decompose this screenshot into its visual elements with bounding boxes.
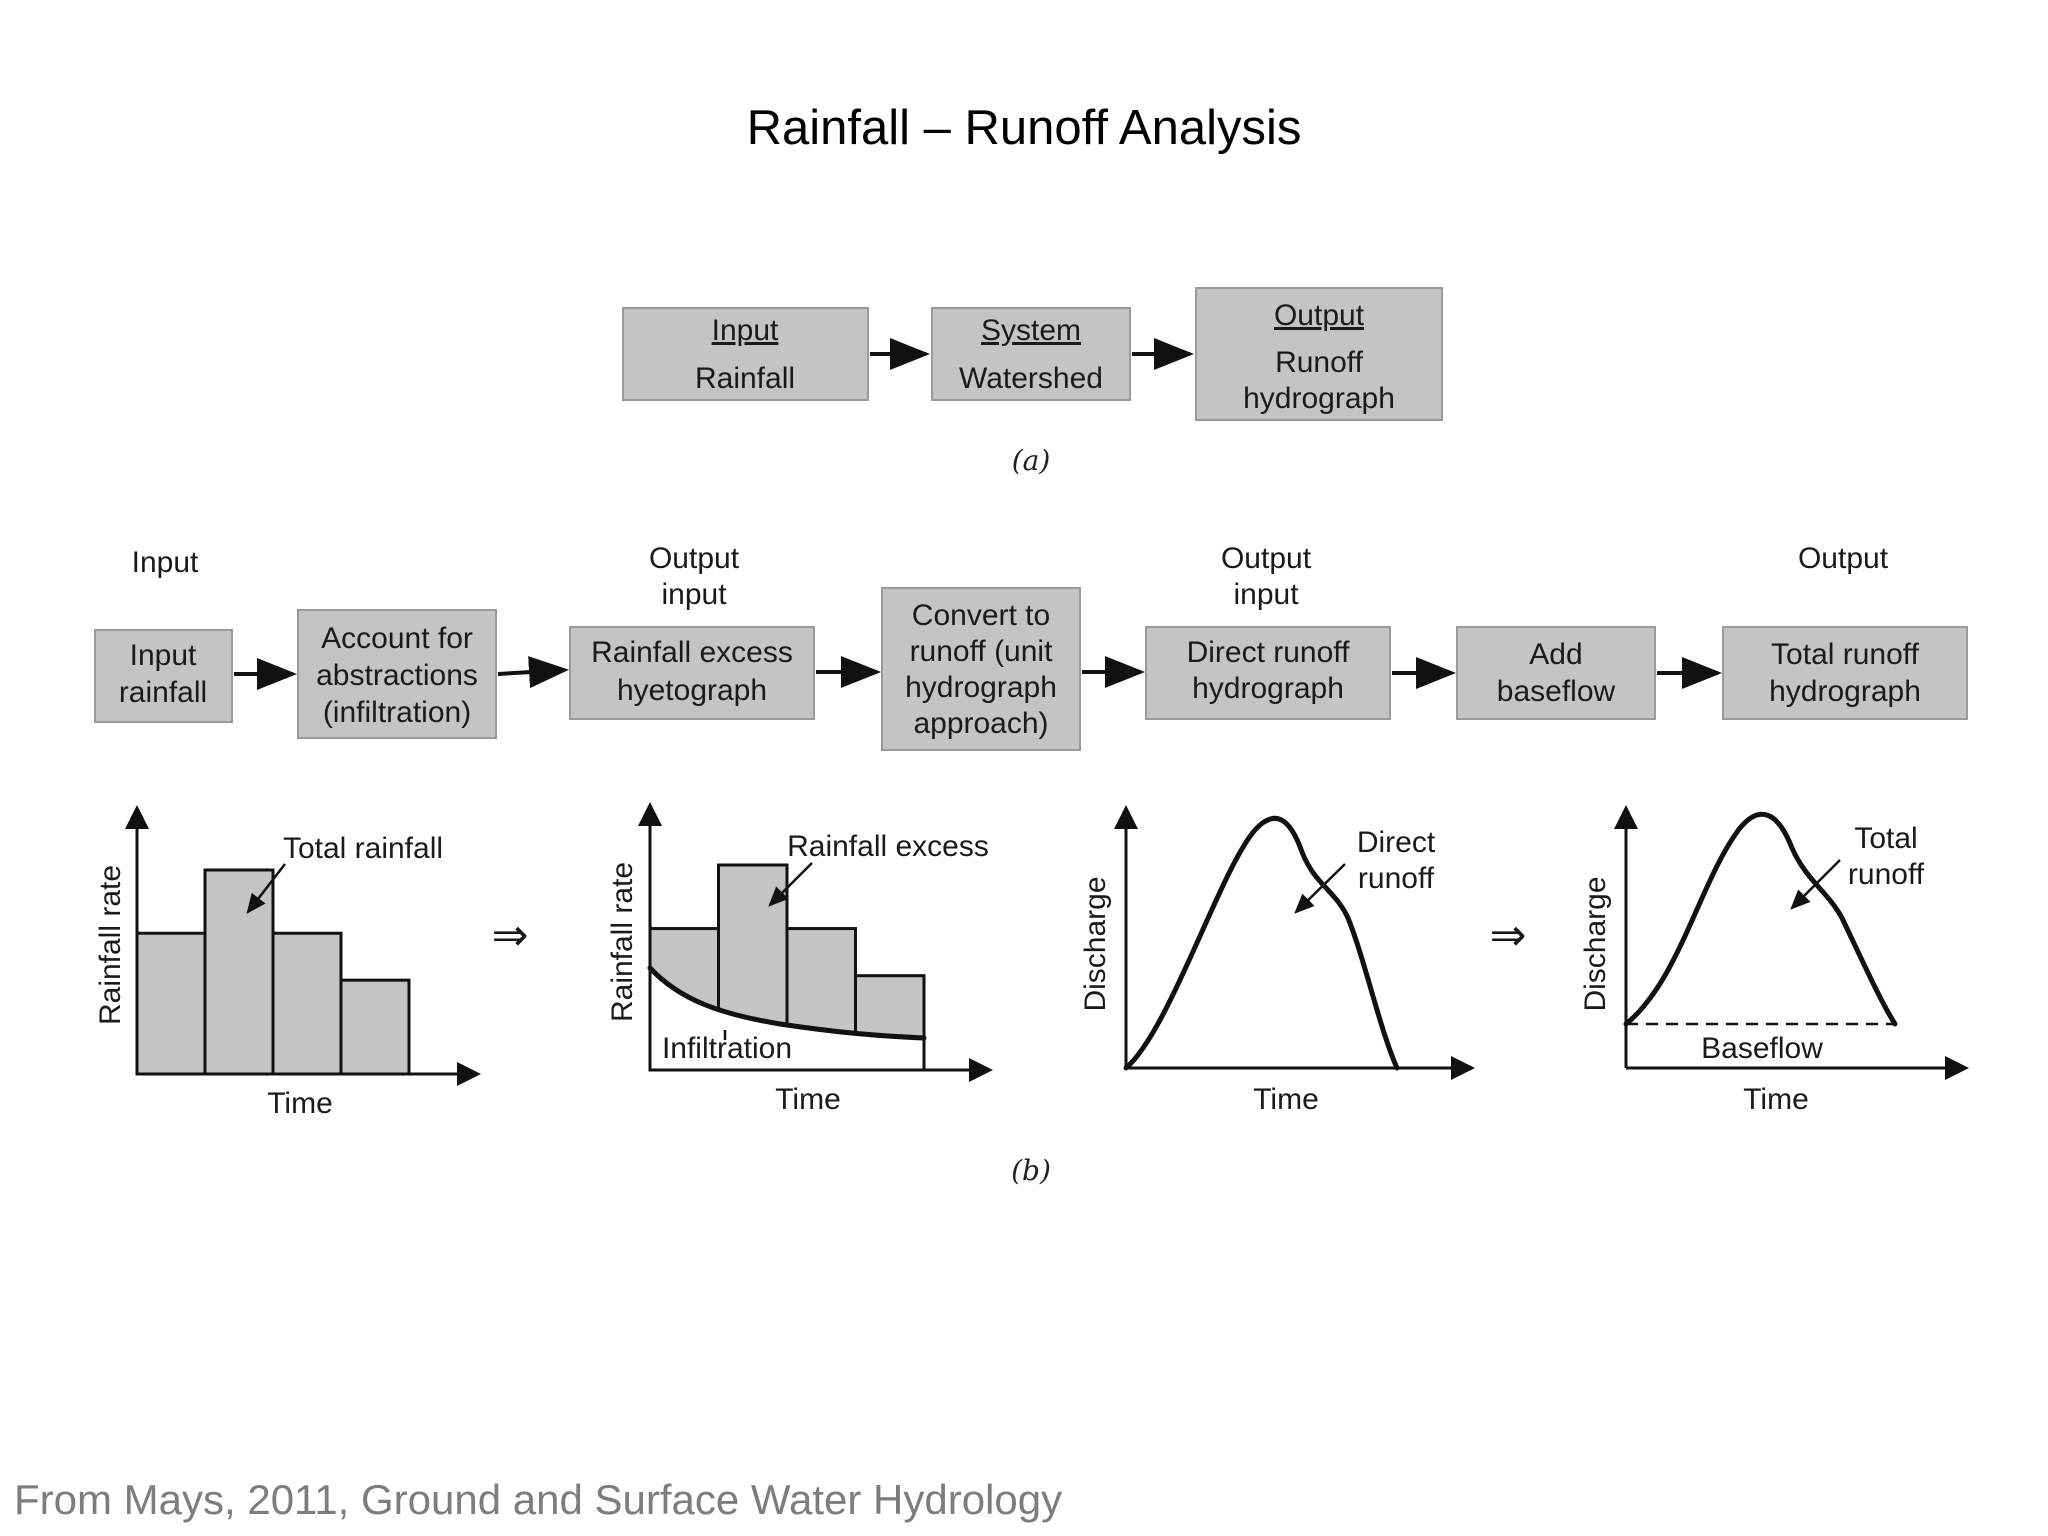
- step-7-line-2: hydrograph: [1769, 675, 1921, 708]
- step-add-baseflow-box: [1456, 626, 1656, 720]
- total-rainfall-bar-1: [135, 931, 207, 1076]
- output-heading: Output: [1274, 299, 1365, 332]
- step-abstractions-box: [297, 609, 497, 739]
- input-rainfall-box: [622, 307, 869, 401]
- infiltration-fill: [650, 968, 924, 1070]
- step-2-line-1: Account for: [321, 622, 473, 655]
- system-heading: System: [981, 314, 1081, 347]
- input-heading: Input: [712, 314, 779, 347]
- p3-x-label: Time: [1253, 1083, 1319, 1116]
- total-runoff-hydrograph-curve: [1623, 811, 1898, 1027]
- step-7-line-1: Total runoff: [1771, 638, 1920, 671]
- step-3-line-2: hyetograph: [617, 674, 767, 707]
- p4-annotation-pointer: [1790, 859, 1841, 910]
- p4-x-label: Time: [1743, 1083, 1809, 1116]
- step-5-line-1: Direct runoff: [1187, 636, 1351, 669]
- p3-annotation-line-2: runoff: [1358, 862, 1435, 895]
- step-1-line-1: Input: [130, 639, 197, 672]
- process-flow-b: Input Output input Output input Output I…: [94, 542, 1968, 751]
- p3-annotation-line-1: Direct: [1357, 826, 1436, 859]
- p1-y-label: Rainfall rate: [94, 865, 127, 1025]
- stage-label-output-final: Output: [1798, 542, 1889, 575]
- p4-annotation-line-2: runoff: [1848, 858, 1925, 891]
- p3-y-label: Discharge: [1079, 876, 1112, 1011]
- caption-b: (b): [1011, 1154, 1051, 1187]
- output-hydrograph-box: [1195, 287, 1443, 421]
- p1-x-label: Time: [267, 1087, 333, 1120]
- stage-label-output-2: Output: [1221, 542, 1312, 575]
- total-rainfall-bar-3: [271, 931, 343, 1076]
- p4-y-label: Discharge: [1579, 876, 1612, 1011]
- system-diagram-a: Input Rainfall System Watershed Output R…: [622, 287, 1443, 477]
- slide-title: Rainfall – Runoff Analysis: [746, 101, 1302, 155]
- p2-y-label: Rainfall rate: [606, 862, 639, 1022]
- step-5-line-2: hydrograph: [1192, 672, 1344, 705]
- p2-annotation: Rainfall excess: [787, 830, 989, 863]
- plot-total-rainfall: Rainfall rate Time Total rainfall: [94, 805, 481, 1120]
- infiltration-label: Infiltration: [662, 1032, 792, 1065]
- rainfall-label: Rainfall: [695, 362, 795, 395]
- system-watershed-box: [931, 307, 1131, 401]
- step-convert-runoff-box: [881, 587, 1081, 751]
- total-rainfall-bar-4: [339, 978, 411, 1076]
- stage-label-input-2: input: [1233, 578, 1299, 611]
- baseflow-label: Baseflow: [1701, 1032, 1823, 1065]
- p2-annotation-pointer: [768, 862, 813, 907]
- plot-rainfall-excess: Rainfall rate Time Infiltration Rainfall…: [606, 802, 993, 1116]
- stage-label-input: Input: [132, 546, 199, 579]
- flow-arrow-2: [497, 656, 569, 689]
- plot-total-runoff: Discharge Time Baseflow Total runoff: [1579, 805, 1969, 1116]
- step-total-runoff-box: [1722, 626, 1968, 720]
- step-6-line-2: baseflow: [1497, 675, 1616, 708]
- transition-arrow-1: ⇒: [492, 911, 529, 960]
- p1-annotation-pointer: [246, 863, 286, 914]
- step-4-line-2: runoff (unit: [910, 635, 1054, 668]
- plot-direct-runoff: Discharge Time Direct runoff: [1079, 805, 1475, 1116]
- p2-x-label: Time: [775, 1083, 841, 1116]
- source-citation: From Mays, 2011, Ground and Surface Wate…: [14, 1476, 1063, 1523]
- stage-label-input-1: input: [661, 578, 727, 611]
- p3-annotation-pointer: [1294, 863, 1346, 914]
- caption-a: (a): [1012, 444, 1051, 477]
- step-1-line-2: rainfall: [119, 676, 207, 709]
- stage-label-output-1: Output: [649, 542, 740, 575]
- runoff-label: Runoff: [1275, 346, 1364, 379]
- total-rainfall-bar-2: [203, 868, 275, 1076]
- p4-annotation-line-1: Total: [1854, 822, 1917, 855]
- p1-annotation: Total rainfall: [283, 832, 443, 865]
- watershed-label: Watershed: [959, 362, 1103, 395]
- total-rainfall-bars: [135, 868, 411, 1076]
- step-6-line-1: Add: [1529, 638, 1582, 671]
- transition-arrow-2: ⇒: [1490, 911, 1527, 960]
- direct-runoff-hydrograph-curve: [1123, 815, 1400, 1071]
- step-input-rainfall-box: [94, 629, 233, 723]
- step-2-line-3: (infiltration): [323, 696, 471, 729]
- step-3-line-1: Rainfall excess: [591, 636, 793, 669]
- step-direct-runoff-box: [1145, 626, 1391, 720]
- infiltration-curve: [647, 965, 927, 1041]
- step-4-line-3: hydrograph: [905, 671, 1057, 704]
- step-4-line-4: approach): [913, 707, 1048, 740]
- step-2-line-2: abstractions: [316, 659, 478, 692]
- step-4-line-1: Convert to: [912, 599, 1050, 632]
- step-rainfall-excess-box: [569, 626, 815, 720]
- hydrograph-label: hydrograph: [1243, 382, 1395, 415]
